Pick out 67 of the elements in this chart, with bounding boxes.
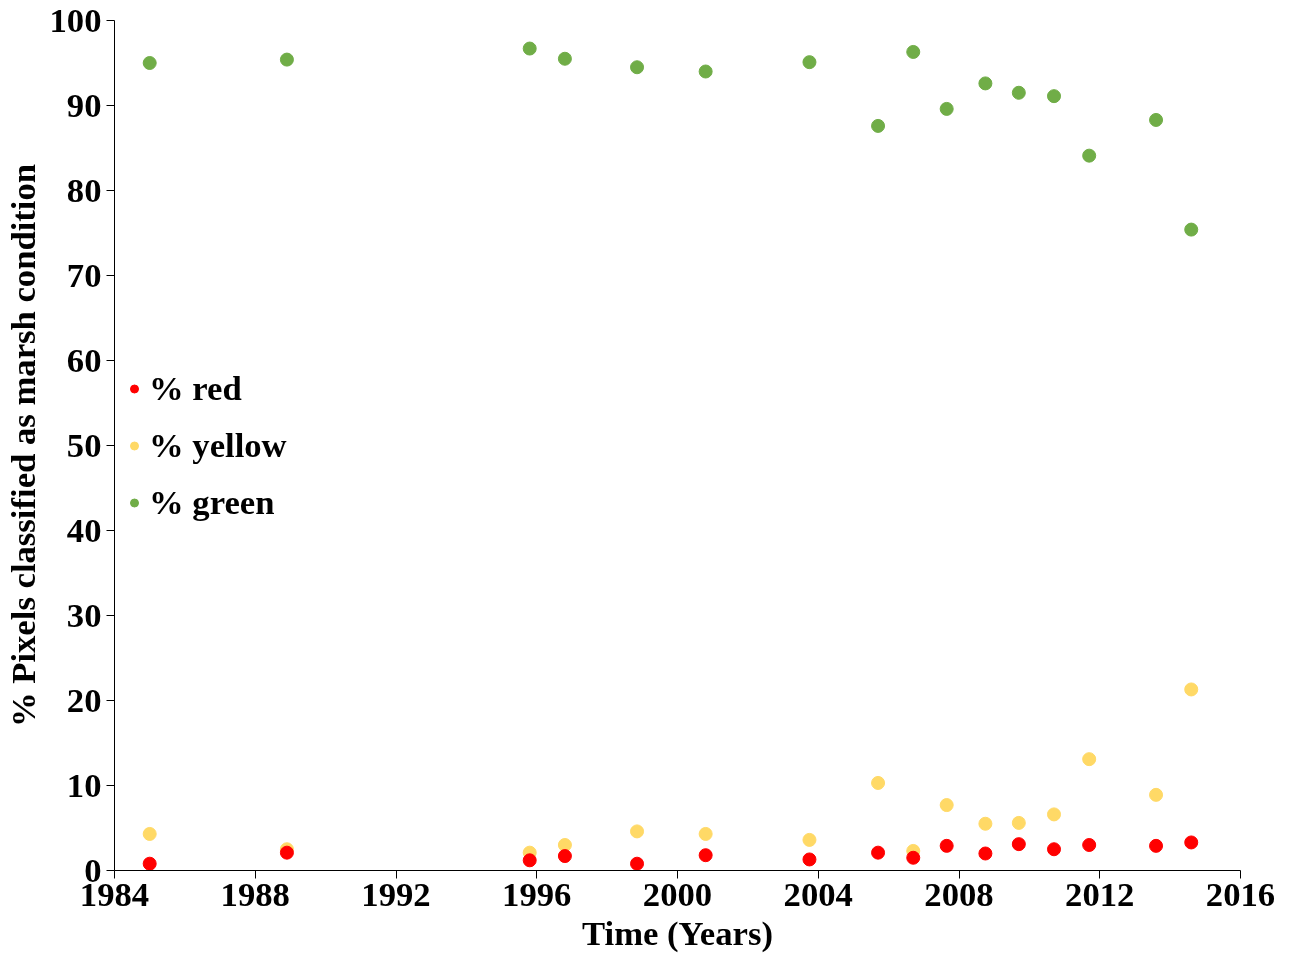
point xyxy=(630,824,645,839)
x-tick-label: 2016 xyxy=(1205,874,1276,913)
x-tick-label: 2004 xyxy=(783,874,853,913)
point xyxy=(906,44,921,59)
x-tick-label: 1996 xyxy=(502,874,572,913)
point xyxy=(1149,838,1164,853)
legend-label: % red xyxy=(149,368,242,408)
y-tick-label: 20 xyxy=(66,680,102,719)
y-tick-label: 50 xyxy=(66,425,102,464)
point xyxy=(1184,835,1199,850)
point xyxy=(1184,682,1199,697)
legend-label: % yellow xyxy=(149,425,287,465)
point xyxy=(802,832,817,847)
point xyxy=(522,41,537,56)
point xyxy=(802,55,817,70)
point xyxy=(557,849,572,864)
x-tick-label: 2000 xyxy=(642,874,713,913)
y-tick-label: 70 xyxy=(66,255,102,294)
point xyxy=(142,856,157,871)
point xyxy=(978,816,993,831)
legend-label: % green xyxy=(149,482,275,522)
x-axis-title: Time (Years) xyxy=(582,913,773,953)
point xyxy=(142,826,157,841)
point xyxy=(1082,752,1097,767)
point xyxy=(630,60,645,75)
point xyxy=(142,56,157,70)
point xyxy=(1082,148,1097,163)
y-tick-label: 40 xyxy=(66,510,102,549)
point xyxy=(557,838,572,852)
point xyxy=(978,76,993,91)
y-tick-label: 100 xyxy=(49,0,102,39)
point xyxy=(1011,815,1026,830)
point xyxy=(1149,112,1164,127)
point xyxy=(939,798,954,813)
point xyxy=(1047,89,1062,104)
y-tick-label: 90 xyxy=(66,85,102,124)
y-tick-label: 80 xyxy=(66,170,102,209)
point xyxy=(1047,842,1062,857)
x-tick-label: 1988 xyxy=(220,874,290,913)
point xyxy=(802,852,817,867)
point xyxy=(939,101,954,116)
point xyxy=(939,838,954,853)
point xyxy=(906,850,921,865)
point xyxy=(1082,838,1097,852)
y-tick-label: 30 xyxy=(66,595,102,634)
y-tick-label: 10 xyxy=(66,765,102,804)
y-tick-label: 60 xyxy=(66,340,102,379)
point xyxy=(698,826,713,841)
x-tick-label: 1992 xyxy=(361,874,431,913)
point xyxy=(698,848,713,863)
point xyxy=(871,118,886,133)
x-tick-label: 2008 xyxy=(924,874,994,913)
point xyxy=(1011,837,1026,852)
point xyxy=(630,856,645,871)
point xyxy=(1011,85,1026,100)
y-axis-title: % Pixels classified as marsh condition xyxy=(3,163,42,728)
point xyxy=(698,64,713,79)
point xyxy=(522,853,537,868)
point xyxy=(871,775,886,790)
point xyxy=(1047,807,1062,822)
point xyxy=(279,52,294,67)
point xyxy=(871,845,886,860)
point xyxy=(557,51,572,66)
x-tick-label: 2012 xyxy=(1065,874,1135,913)
point xyxy=(978,846,993,861)
point xyxy=(1149,787,1164,802)
point xyxy=(1184,222,1199,237)
